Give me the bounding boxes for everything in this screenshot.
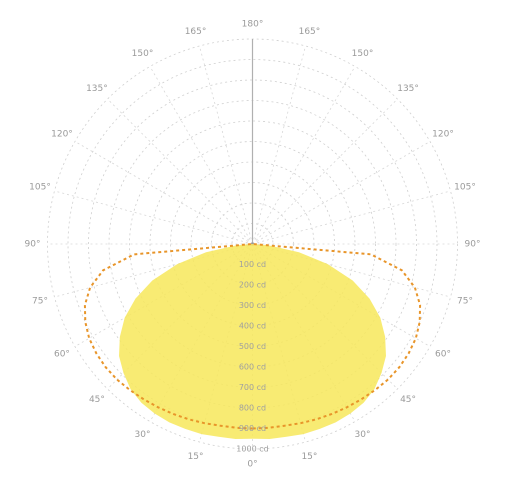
radial-tick-label-8: 800 cd [239,404,266,413]
angle-tick-label-16: 120° [432,130,454,140]
angle-tick-label-1: 15° [188,452,204,462]
angle-tick-label-22: 30° [355,430,371,440]
polar-labels: 0° 15° 30° 45° 60° 75° 90° 105° 120° 135° 150° 165°… [25,20,481,470]
polar-grid-spoke-16 [252,141,431,245]
polar-grid-ring-6 [129,120,376,368]
polar-grid-spoke-10 [149,66,253,245]
radial-tick-label-2: 200 cd [239,281,266,290]
polar-grid-spoke-14 [252,66,356,245]
angle-tick-label-14: 150° [352,49,374,59]
polar-grid-spoke-15 [252,98,398,245]
polar-series-fill-0 [119,244,386,440]
angle-tick-label-11: 165° [185,27,207,37]
radial-tick-label-4: 400 cd [239,322,266,331]
polar-grid-spoke-4 [74,243,253,347]
polar-grid-spoke-8 [74,141,253,245]
angle-tick-label-2: 30° [135,430,151,440]
polar-grid-spoke-20 [252,243,431,347]
radial-tick-label-10: 1000 cd [236,445,268,454]
angle-tick-label-20: 60° [435,350,451,360]
radial-tick-label-1: 100 cd [239,260,266,269]
radial-tick-label-9: 900 cd [239,424,266,433]
angle-tick-label-18: 90° [465,240,481,250]
angle-tick-label-12: 180° [242,20,264,30]
angle-tick-label-3: 45° [89,395,105,405]
angle-tick-label-13: 165° [299,27,321,37]
radial-tick-label-6: 600 cd [239,363,266,372]
polar-grid-spoke-7 [54,190,253,245]
angle-tick-label-7: 105° [29,183,51,193]
polar-grid-ring-9 [67,59,438,429]
angle-tick-label-9: 135° [86,84,108,94]
angle-tick-label-10: 150° [132,49,154,59]
radial-tick-label-5: 500 cd [239,342,266,351]
angle-tick-label-6: 90° [25,240,41,250]
angle-tick-label-17: 105° [454,183,476,193]
polar-grid-ring-8 [88,79,417,409]
angle-tick-label-4: 60° [54,350,70,360]
radial-tick-label-7: 700 cd [239,383,266,392]
angle-tick-label-21: 45° [400,395,416,405]
polar-series [83,242,422,440]
angle-tick-label-23: 15° [301,452,317,462]
radial-tick-label-3: 300 cd [239,301,266,310]
polar-series-line-1 [83,242,422,430]
polar-grid-spoke-5 [54,243,253,298]
polar-grid-spoke-9 [107,98,253,245]
angle-tick-label-19: 75° [457,296,473,306]
polar-grid-spoke-11 [199,45,253,245]
angle-tick-label-15: 135° [397,84,419,94]
polar-grid-spoke-19 [252,243,451,298]
angle-tick-label-0: 0° [247,460,257,470]
polar-grid-spoke-13 [252,45,306,245]
angle-tick-label-8: 120° [51,130,73,140]
polar-grid-spoke-17 [252,190,451,245]
angle-tick-label-5: 75° [32,296,48,306]
